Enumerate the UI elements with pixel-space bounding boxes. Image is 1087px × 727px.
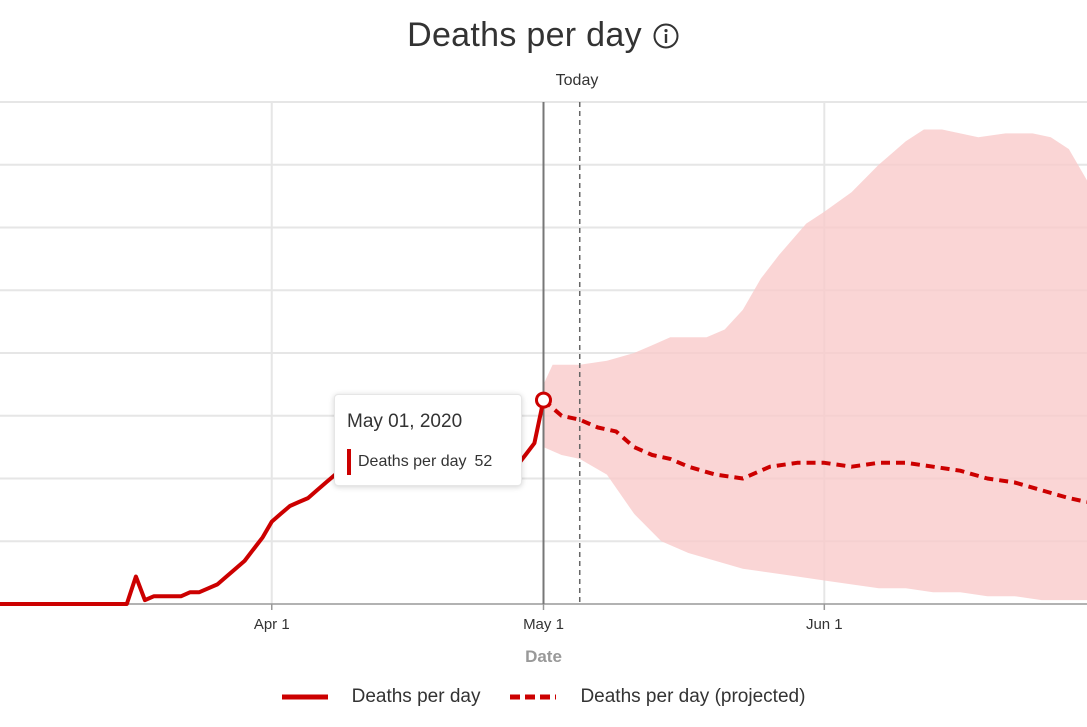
point-layer: [535, 391, 552, 409]
legend-item-deaths-per-day[interactable]: Deaths per day: [281, 686, 481, 708]
legend-swatch-solid: [281, 694, 328, 700]
chart-title-row: Deaths per day: [0, 12, 1087, 58]
tooltip-value: 52: [474, 453, 493, 470]
tooltip-series-label: Deaths per day: [358, 453, 467, 470]
legend-swatch-dashed: [510, 694, 557, 700]
x-tick-label: Jun 1: [806, 616, 843, 633]
tooltip-series-swatch: [347, 449, 351, 475]
x-axis-label: Date: [525, 647, 562, 666]
legend-label-deaths-per-day: Deaths per day: [351, 686, 481, 707]
x-tick-label: Apr 1: [254, 616, 290, 633]
tooltip-date: May 01, 2020: [347, 411, 463, 432]
tooltip-row: Deaths per day 52: [347, 449, 521, 475]
legend: Deaths per day Deaths per day (projected…: [0, 680, 1087, 714]
legend-label-deaths-per-day-projected: Deaths per day (projected): [580, 686, 806, 707]
hover-point-marker: [535, 391, 552, 409]
today-label: Today: [555, 72, 599, 89]
reference-lines: [542, 102, 581, 604]
chart-title: Deaths per day: [407, 15, 642, 54]
uncertainty-band-layer: [543, 129, 1087, 601]
series-line-deaths-per-day-projected: [542, 398, 1087, 504]
x-axis: Apr 1 May 1 Jun 1: [0, 603, 1087, 633]
uncertainty-band: [543, 129, 1087, 601]
x-tick-label: May 1: [523, 616, 564, 633]
info-icon[interactable]: [652, 22, 680, 50]
tooltip: May 01, 2020 Deaths per day 52: [334, 394, 522, 486]
legend-item-deaths-per-day-projected[interactable]: Deaths per day (projected): [510, 686, 805, 708]
